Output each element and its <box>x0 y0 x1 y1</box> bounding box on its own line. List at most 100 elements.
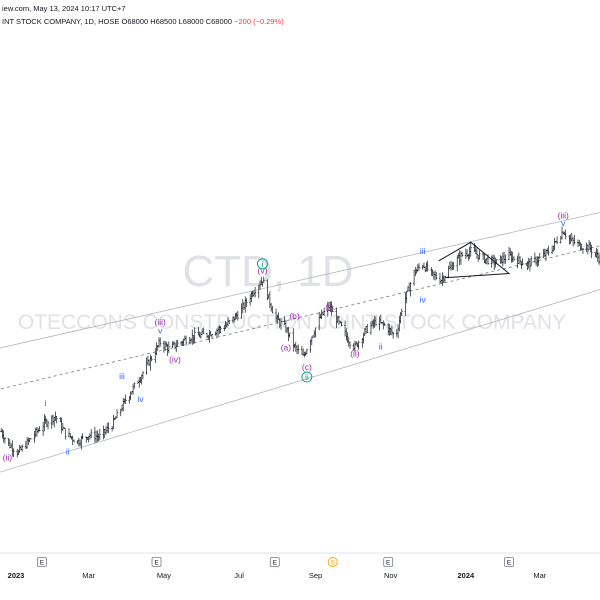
price-bar <box>167 341 170 354</box>
price-bar <box>44 415 47 424</box>
price-bar <box>184 335 188 346</box>
price-bar <box>448 261 451 270</box>
price-bar <box>432 271 435 280</box>
watermark-company: OTECCONS CONSTRUCTION JOINT STOCK COMPAN… <box>18 311 566 334</box>
time-axis-label: Jul <box>234 571 244 580</box>
price-bar <box>340 321 343 327</box>
price-bar <box>408 282 411 292</box>
price-bar <box>88 433 92 440</box>
price-bar <box>3 436 7 444</box>
price-bar <box>254 286 257 298</box>
price-bar <box>297 344 300 354</box>
wave-labels: (ii)iiiiiiiv(iii)v(iv)i(v)(a)(b)(c)ii(i)… <box>3 211 569 463</box>
split-event-icon[interactable]: S <box>327 557 338 567</box>
symbol-ohlc-line: INT STOCK COMPANY, 1D, HOSE O68000 H6850… <box>2 17 284 26</box>
wave-label: i <box>45 398 47 408</box>
price-bar <box>588 240 591 251</box>
price-bar <box>357 340 360 350</box>
price-bar <box>516 255 519 269</box>
wave-label: (a) <box>281 342 292 352</box>
price-bar <box>451 262 454 270</box>
price-bar <box>64 428 67 440</box>
price-bar <box>512 256 516 262</box>
earnings-event-icon[interactable]: E <box>504 557 514 567</box>
price-bar <box>131 383 135 395</box>
price-bar <box>440 279 443 284</box>
price-bar <box>141 371 145 380</box>
time-axis-label: 2024 <box>458 571 476 580</box>
channel-median-line <box>0 245 600 390</box>
price-bar <box>97 433 100 442</box>
wave-label: (v) <box>258 266 268 276</box>
price-bar <box>149 354 152 371</box>
earnings-event-icon[interactable]: E <box>383 557 394 567</box>
price-bar <box>469 242 472 257</box>
price-bar <box>129 391 132 401</box>
price-bar <box>568 235 571 245</box>
price-bar <box>154 348 157 363</box>
earnings-event-icon[interactable]: E <box>36 557 47 567</box>
price-bar <box>421 264 424 270</box>
price-bar <box>412 270 416 286</box>
wave-label: ii <box>66 446 70 456</box>
wave-label: ii <box>379 342 383 352</box>
price-bar <box>546 248 549 254</box>
price-bar <box>120 404 124 412</box>
price-bar <box>331 305 334 312</box>
price-bar <box>279 318 283 330</box>
time-axis: 2023MarMayJulSepNov2024MarMay <box>8 571 547 580</box>
price-bar <box>102 425 105 440</box>
earnings-event-icon[interactable]: E <box>269 557 280 567</box>
price-bar <box>18 444 21 453</box>
wave-label: iii <box>420 246 426 256</box>
price-bar <box>426 260 429 272</box>
price-bar <box>491 254 495 264</box>
price-bar <box>543 248 546 258</box>
price-bar <box>1 429 4 439</box>
wave-label: (b) <box>289 311 300 321</box>
price-change: −200 (−0.29%) <box>234 17 284 26</box>
price-bar <box>447 265 450 278</box>
price-bar <box>400 308 403 317</box>
wave-label: iv <box>420 294 427 304</box>
price-bar <box>560 226 564 240</box>
watermark-symbol: CTD, 1D <box>182 247 353 296</box>
price-bar <box>596 249 599 262</box>
price-bar <box>155 342 158 356</box>
time-axis-label: Nov <box>384 571 398 580</box>
price-bar <box>305 348 308 355</box>
price-bar <box>90 429 93 439</box>
price-bar <box>416 264 419 272</box>
symbol-name: INT STOCK COMPANY, 1D, HOSE <box>2 17 120 26</box>
price-bar <box>262 276 265 283</box>
trend-channel <box>0 212 600 473</box>
wave-label: ii <box>305 372 309 382</box>
price-bar <box>442 275 445 284</box>
price-bar <box>145 357 148 375</box>
price-bar <box>77 437 80 447</box>
price-bar <box>490 255 493 268</box>
price-bar <box>78 439 82 447</box>
earnings-event-icon[interactable]: E <box>151 557 162 567</box>
price-bar <box>171 341 174 348</box>
price-bar <box>590 244 593 258</box>
price-bar <box>202 327 205 334</box>
price-bar <box>136 380 140 384</box>
price-bar <box>106 422 109 434</box>
price-bar <box>25 437 29 449</box>
time-axis-label: Sep <box>309 571 322 580</box>
svg-text:E: E <box>273 559 278 566</box>
price-bar <box>21 444 24 452</box>
price-bar <box>67 428 71 438</box>
time-axis-label: Mar <box>533 571 546 580</box>
price-bar <box>2 430 5 443</box>
price-bar <box>468 246 471 260</box>
price-bar <box>383 322 386 326</box>
chart-header: iew.com, May 13, 2024 10:17 UTC+7 INT ST… <box>0 0 600 36</box>
price-bar <box>430 267 433 276</box>
price-bar <box>53 417 56 428</box>
wave-label: (iii) <box>155 317 166 327</box>
price-bar <box>589 241 592 253</box>
price-bar <box>362 332 365 344</box>
